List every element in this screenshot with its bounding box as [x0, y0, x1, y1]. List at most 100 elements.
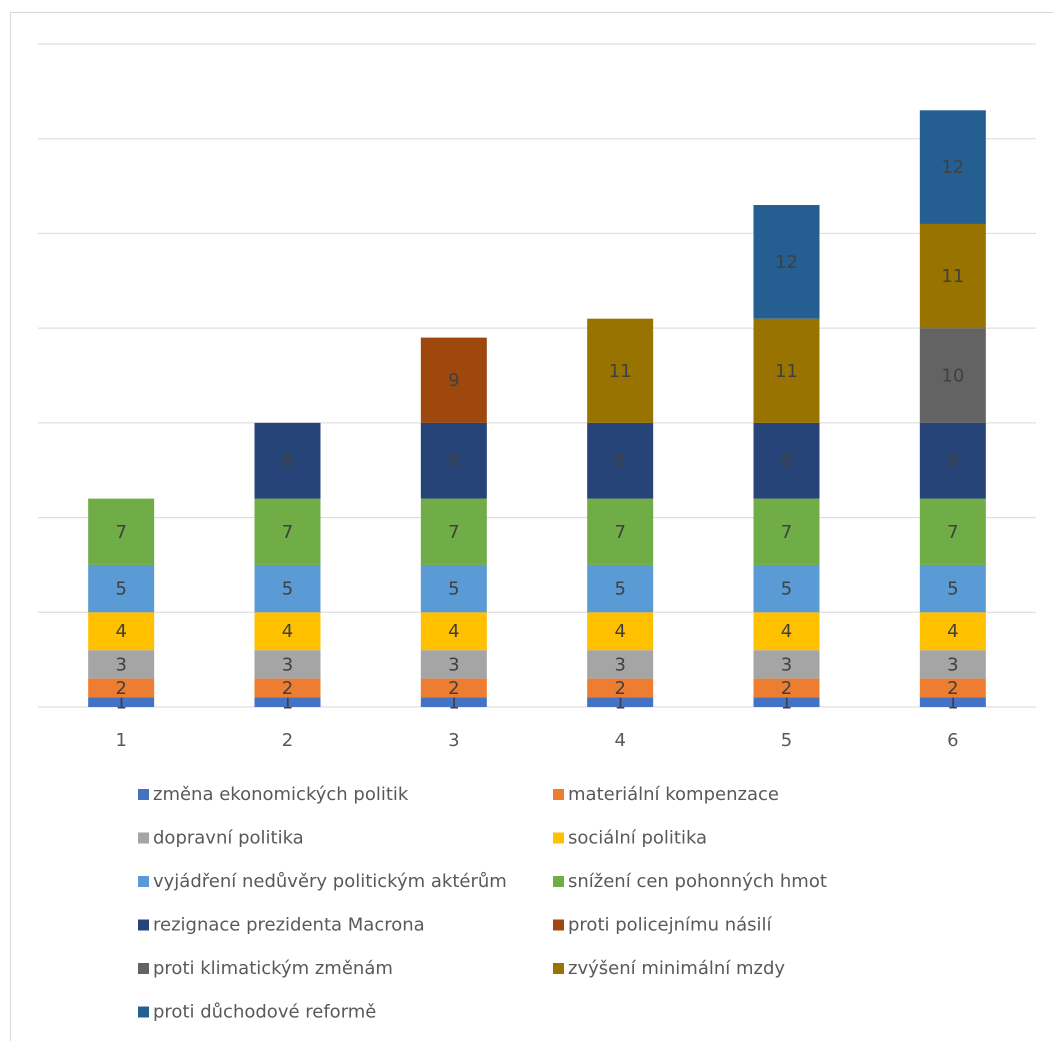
- legend-label: rezignace prezidenta Macrona: [153, 915, 425, 936]
- data-label: 8: [448, 451, 459, 472]
- data-label: 3: [282, 654, 293, 675]
- bar-segment: [88, 612, 155, 651]
- bar-segment: [88, 650, 155, 679]
- bar-segment: [919, 110, 986, 224]
- bar-segment: [919, 564, 986, 613]
- x-tick-label: 5: [781, 730, 792, 751]
- legend-swatch: [553, 963, 564, 974]
- bar-segment: [88, 498, 155, 565]
- bar-segment: [254, 564, 321, 613]
- data-label: 8: [614, 451, 625, 472]
- bar-segment: [587, 650, 654, 679]
- data-label: 8: [781, 451, 792, 472]
- bar-segment: [420, 697, 487, 707]
- data-label: 2: [448, 678, 459, 699]
- data-label: 1: [947, 692, 958, 713]
- data-label: 1: [282, 692, 293, 713]
- data-label: 4: [282, 621, 293, 642]
- legend-swatch: [138, 919, 149, 931]
- legend-swatch: [553, 832, 564, 844]
- data-label: 9: [448, 370, 459, 391]
- bar-segment: [919, 697, 986, 707]
- legend-swatch: [138, 789, 149, 800]
- legend-label: sociální politika: [568, 828, 707, 849]
- bar-segment: [919, 422, 986, 499]
- data-label: 7: [115, 522, 126, 543]
- bar-segment: [919, 612, 986, 651]
- legend-label: materiální kompenzace: [568, 784, 779, 805]
- legend-swatch: [553, 919, 564, 931]
- data-label: 8: [947, 451, 958, 472]
- data-label: 5: [282, 579, 293, 600]
- data-label: 5: [781, 579, 792, 600]
- bar-segment: [753, 678, 820, 698]
- legend-swatch: [138, 963, 149, 974]
- data-label: 5: [614, 579, 625, 600]
- bar-segment: [919, 678, 986, 698]
- legend-swatch: [138, 876, 149, 887]
- bar-segment: [254, 650, 321, 679]
- data-label: 5: [947, 579, 958, 600]
- x-tick-label: 2: [282, 730, 293, 751]
- bar-segment: [587, 678, 654, 698]
- bar-segment: [88, 678, 155, 698]
- data-label: 2: [115, 678, 126, 699]
- data-label: 3: [448, 654, 459, 675]
- bar-segment: [919, 650, 986, 679]
- bar-segment: [254, 697, 321, 707]
- bar-segment: [587, 612, 654, 651]
- data-label: 4: [614, 621, 625, 642]
- legend-label: proti důchodové reformě: [153, 1002, 376, 1023]
- data-label: 3: [614, 654, 625, 675]
- legend-label: zvýšení minimální mzdy: [568, 958, 785, 979]
- bar-segment: [420, 422, 487, 499]
- bar-segment: [587, 697, 654, 707]
- data-label: 2: [781, 678, 792, 699]
- bar-segment: [919, 328, 986, 423]
- bar-segment: [919, 223, 986, 329]
- bar-segment: [254, 612, 321, 651]
- data-label: 2: [614, 678, 625, 699]
- legend-swatch: [138, 832, 149, 844]
- data-label: 2: [947, 678, 958, 699]
- data-label: 7: [781, 522, 792, 543]
- bar-segment: [420, 678, 487, 698]
- bar-segment: [254, 678, 321, 698]
- data-label: 3: [781, 654, 792, 675]
- bar-segment: [420, 650, 487, 679]
- bar-segment: [753, 564, 820, 613]
- data-label: 7: [614, 522, 625, 543]
- data-label: 3: [947, 654, 958, 675]
- legend-label: snížení cen pohonných hmot: [568, 871, 827, 892]
- data-label: 3: [115, 654, 126, 675]
- data-label: 2: [282, 678, 293, 699]
- data-label: 4: [947, 621, 958, 642]
- data-label: 11: [941, 266, 964, 287]
- bar-segment: [254, 498, 321, 565]
- data-label: 5: [448, 579, 459, 600]
- x-tick-label: 4: [614, 730, 625, 751]
- legend-label: dopravní politika: [153, 828, 304, 849]
- data-label: 12: [775, 252, 798, 273]
- bar-segment: [587, 564, 654, 613]
- bar-segment: [420, 337, 487, 423]
- bar-segment: [88, 697, 155, 707]
- x-tick-label: 6: [947, 730, 958, 751]
- data-label: 7: [282, 522, 293, 543]
- data-label: 5: [115, 579, 126, 600]
- bar-segment: [587, 422, 654, 499]
- bar-segment: [919, 498, 986, 565]
- data-label: 11: [775, 361, 798, 382]
- bar-segment: [587, 498, 654, 565]
- bar-segment: [753, 205, 820, 319]
- bar-segment: [753, 612, 820, 651]
- data-label: 10: [941, 366, 964, 387]
- chart-frame: [10, 12, 1053, 1041]
- bar-segment: [254, 422, 321, 499]
- bar-segment: [420, 612, 487, 651]
- legend-label: proti policejnímu násilí: [568, 915, 773, 936]
- data-label: 1: [115, 692, 126, 713]
- data-label: 12: [941, 157, 964, 178]
- data-label: 4: [781, 621, 792, 642]
